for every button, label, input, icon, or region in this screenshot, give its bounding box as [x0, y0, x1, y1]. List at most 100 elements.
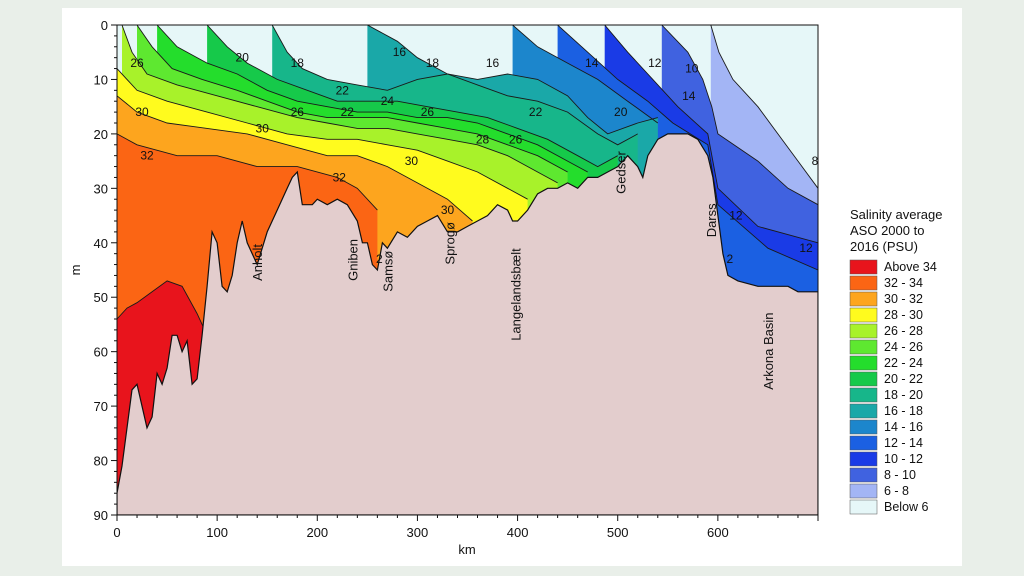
isohaline-label: 12	[648, 56, 662, 70]
legend-swatch	[849, 371, 878, 387]
isohaline-label: 30	[405, 154, 419, 168]
legend-label: Above 34	[884, 260, 937, 274]
isohaline-6	[710, 25, 818, 189]
isohaline-34	[117, 280, 208, 336]
legend-swatch	[849, 291, 878, 307]
isohaline-8	[661, 25, 818, 206]
location-label-arkona-basin: Arkona Basin	[761, 312, 776, 389]
isohaline-label: 26	[509, 132, 523, 146]
location-label-gniben: Gniben	[345, 239, 360, 281]
isohaline-label: 12	[729, 209, 743, 223]
legend-label: 6 - 8	[884, 484, 909, 498]
isohaline-label: 28	[476, 132, 490, 146]
isohaline-label: 22	[341, 105, 355, 119]
y-tick-label: 80	[94, 454, 108, 469]
isohaline-label: 20	[614, 105, 628, 119]
legend-label: 8 - 10	[884, 468, 916, 482]
y-tick-label: 90	[94, 508, 108, 523]
isohaline-label: 20	[236, 51, 250, 65]
legend-label: 26 - 28	[884, 324, 923, 338]
location-label-langelandsb-lt: Langelandsbælt	[509, 248, 524, 341]
isohaline-label: 2	[376, 252, 383, 266]
x-tick-label: 0	[113, 525, 120, 540]
location-labels: Anholt Gniben Samsø Sprogø Langelandsbælt Ged…	[250, 150, 776, 389]
legend-swatch	[849, 339, 878, 355]
legend-label: 16 - 18	[884, 404, 923, 418]
legend-swatch	[849, 435, 878, 451]
legend-label: 30 - 32	[884, 292, 923, 306]
legend-label: 10 - 12	[884, 452, 923, 466]
isohaline-label: 30	[441, 203, 455, 217]
legend-swatch	[849, 451, 878, 467]
y-tick-label: 50	[94, 290, 108, 305]
legend-swatch	[849, 275, 878, 291]
x-tick-label: 100	[206, 525, 228, 540]
y-tick-label: 0	[101, 18, 108, 33]
legend-swatch	[849, 355, 878, 371]
isohaline-16	[367, 25, 658, 135]
isohaline-label: 18	[291, 56, 305, 70]
isohaline-label: 10	[685, 62, 699, 76]
legend-label: 24 - 26	[884, 340, 923, 354]
legend-swatch	[849, 403, 878, 419]
isohaline-12	[557, 25, 818, 271]
isohaline-label: 16	[393, 45, 407, 59]
x-axis: 0 100 200 300 400 500 600	[113, 515, 819, 540]
isohaline-18	[271, 25, 638, 146]
isohaline-24	[136, 25, 568, 173]
isohaline-label: 26	[421, 105, 435, 119]
location-label-anholt: Anholt	[250, 244, 265, 281]
isohaline-label: 24	[381, 94, 395, 108]
x-axis-title: km	[458, 542, 475, 557]
legend-label: 28 - 30	[884, 308, 923, 322]
legend-title-line: Salinity average	[850, 207, 943, 222]
legend-label: 20 - 22	[884, 372, 923, 386]
legend-label: 12 - 14	[884, 436, 923, 450]
y-axis-title: m	[68, 265, 83, 276]
x-tick-label: 600	[707, 525, 729, 540]
legend-swatch	[849, 419, 878, 435]
isohaline-22	[156, 25, 588, 173]
y-tick-label: 10	[94, 72, 108, 87]
y-tick-label: 60	[94, 345, 108, 360]
location-label-darss: Darss	[704, 203, 719, 237]
isohaline-label: 2	[727, 252, 734, 266]
isohaline-label: 30	[256, 121, 270, 135]
legend-title-line: 2016 (PSU)	[850, 239, 918, 254]
isohaline-label: 26	[130, 56, 144, 70]
legend-title-line: ASO 2000 to	[850, 223, 924, 238]
legend-label: Below 6	[884, 500, 929, 514]
isohaline-30	[117, 95, 473, 222]
location-label-gedser: Gedser	[614, 150, 629, 193]
legend-label: 14 - 16	[884, 420, 923, 434]
chart-figure: 26 20 18 16 18 16 14 12 10 22 24 26 22 26 22 20 14 30 30 28…	[62, 8, 962, 566]
legend-swatch	[849, 499, 878, 515]
y-tick-label: 30	[94, 181, 108, 196]
isohaline-10	[604, 25, 818, 244]
y-axis: 0 10 20 30 40 50 60 70 80 90	[94, 18, 117, 523]
legend-swatch	[849, 467, 878, 483]
isohaline-label: 8	[812, 154, 819, 168]
isohaline-32	[117, 133, 378, 211]
seabed-area	[117, 133, 818, 515]
legend-swatch	[849, 307, 878, 323]
isohaline-label: 14	[585, 56, 599, 70]
x-tick-label: 200	[306, 525, 328, 540]
isohaline-label: 32	[333, 170, 347, 184]
legend-swatch	[849, 483, 878, 499]
isohaline-label: 22	[336, 83, 350, 97]
isohaline-lines	[117, 25, 818, 336]
legend-label: 18 - 20	[884, 388, 923, 402]
x-tick-label: 400	[507, 525, 529, 540]
isohaline-20	[206, 25, 618, 168]
location-label-sprog-: Sprogø	[443, 222, 458, 265]
y-tick-label: 20	[94, 127, 108, 142]
isohaline-label: 22	[529, 105, 543, 119]
isohaline-label: 26	[291, 105, 305, 119]
isohaline-label: 12	[799, 241, 813, 255]
isohaline-label: 14	[682, 89, 696, 103]
legend-label: 22 - 24	[884, 356, 923, 370]
legend-label: 32 - 34	[884, 276, 923, 290]
